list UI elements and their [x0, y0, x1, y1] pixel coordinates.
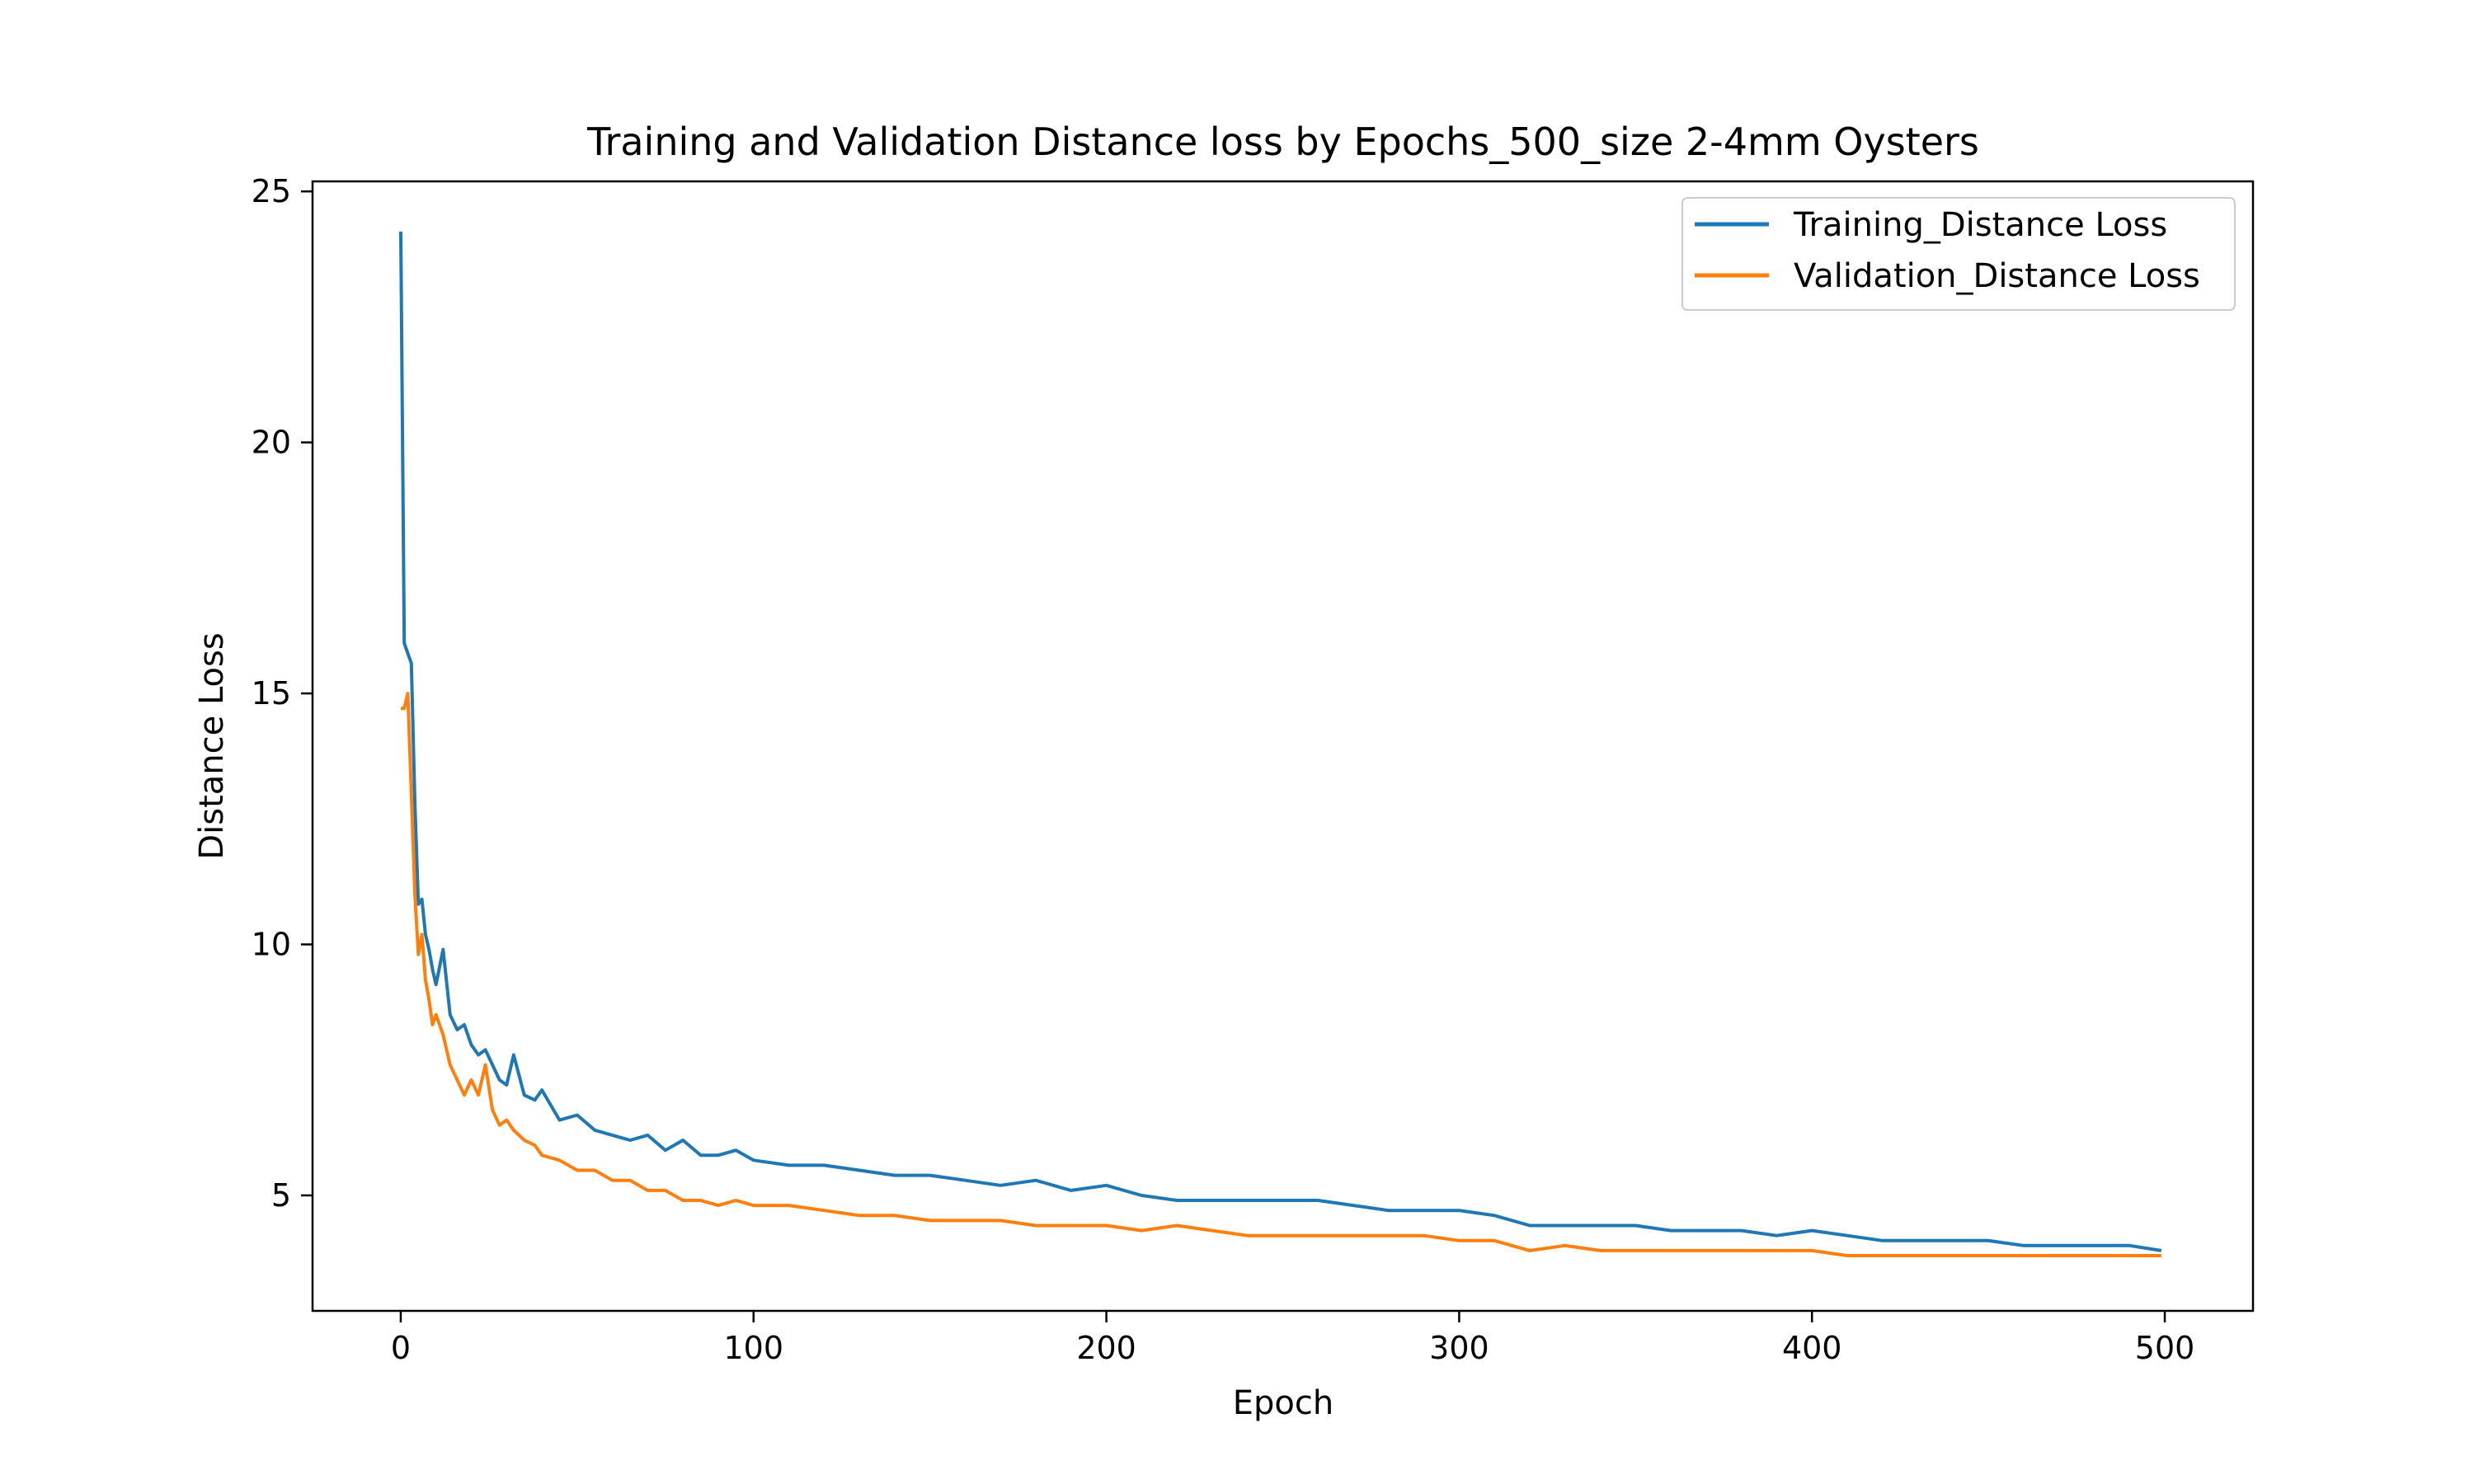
y-tick-label: 20: [252, 425, 291, 461]
x-tick-label: 400: [1782, 1330, 1842, 1366]
y-tick-label: 10: [252, 927, 291, 963]
y-tick-label: 25: [252, 173, 291, 209]
legend-label-training: Training_Distance Loss: [1793, 206, 2167, 244]
x-tick-label: 0: [391, 1330, 411, 1366]
y-tick-label: 5: [271, 1177, 291, 1214]
x-tick-label: 100: [724, 1330, 784, 1366]
x-tick-label: 500: [2135, 1330, 2195, 1366]
legend-box: [1681, 197, 2236, 311]
x-axis: 0 100 200 300 400 500: [391, 1311, 2194, 1366]
plot-frame: [311, 180, 2255, 1313]
legend-label-validation: Validation_Distance Loss: [1794, 257, 2200, 295]
plot-lines: [399, 231, 2162, 1257]
y-tick-label: 15: [252, 675, 291, 711]
chart-title: Training and Validation Distance loss by…: [586, 120, 1979, 164]
series-line-training: [399, 231, 2162, 1252]
y-axis: 5 10 15 20 25: [252, 173, 313, 1214]
y-axis-label: Distance Loss: [193, 632, 231, 859]
x-tick-label: 200: [1076, 1330, 1136, 1366]
legend: Training_Distance Loss Validation_Distan…: [1681, 197, 2236, 311]
series-line-validation: [401, 692, 2161, 1257]
x-tick-label: 300: [1429, 1330, 1489, 1366]
x-axis-label: Epoch: [1233, 1384, 1333, 1422]
